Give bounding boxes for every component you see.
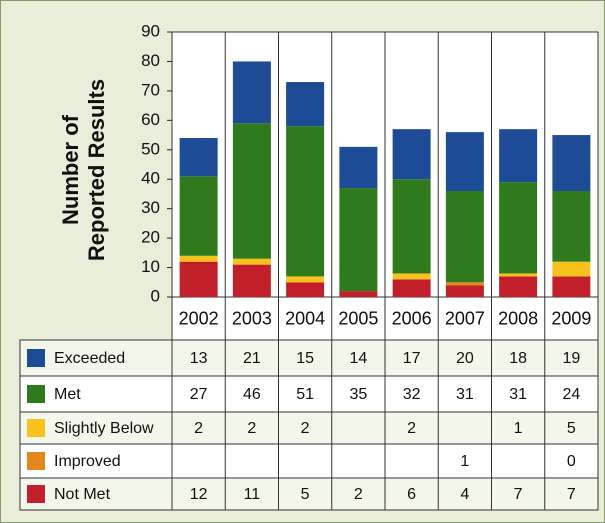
table-value: 1 [460, 453, 469, 470]
table-value: 46 [243, 386, 261, 403]
bar-segment [179, 255, 218, 262]
table-value: 15 [296, 350, 314, 367]
table-value: 0 [567, 453, 576, 470]
legend-swatch [27, 419, 45, 437]
bar-segment [445, 191, 484, 283]
bar-segment [392, 129, 431, 180]
table-row [19, 477, 599, 511]
legend-label: Slightly Below [54, 420, 154, 437]
table-row [19, 411, 599, 445]
table-value: 24 [562, 386, 580, 403]
bar-segment [445, 132, 484, 191]
bar-segment [499, 182, 538, 274]
table-value: 5 [301, 486, 310, 503]
bar-segment [232, 258, 271, 265]
bar-segment [499, 129, 538, 183]
bar-segment [339, 291, 378, 297]
table-row [19, 339, 599, 377]
bar-segment [286, 276, 325, 283]
x-tick-label: 2008 [498, 308, 538, 328]
y-tick-label: 0 [151, 286, 160, 305]
table-value: 20 [456, 350, 474, 367]
table-value: 51 [296, 386, 314, 403]
x-tick-label: 2005 [338, 308, 378, 328]
table-value: 1 [514, 420, 523, 437]
bar-segment [445, 285, 484, 297]
bar-segment [232, 61, 271, 124]
y-tick-label: 60 [141, 110, 160, 129]
table-value: 5 [567, 420, 576, 437]
bar-segment [445, 282, 484, 286]
table-value: 7 [514, 486, 523, 503]
bar-segment [179, 261, 218, 297]
bar-segment [392, 279, 431, 297]
table-value: 21 [243, 350, 261, 367]
table-value: 14 [349, 350, 367, 367]
table-value: 19 [562, 350, 580, 367]
legend-label: Improved [54, 453, 121, 470]
y-tick-label: 20 [141, 228, 160, 247]
bar-segment [499, 273, 538, 277]
table-value: 2 [354, 486, 363, 503]
table-value: 12 [190, 486, 208, 503]
bar-segment [232, 123, 271, 259]
table-value: 31 [509, 386, 527, 403]
table-value: 6 [407, 486, 416, 503]
legend-swatch [27, 485, 45, 503]
table-value: 4 [460, 486, 469, 503]
bar-segment [179, 138, 218, 177]
table-value: 2 [247, 420, 256, 437]
y-tick-label: 10 [141, 257, 160, 276]
y-tick-label: 50 [141, 139, 160, 158]
legend-swatch [27, 349, 45, 367]
bar-segment [499, 276, 538, 297]
legend-swatch [27, 385, 45, 403]
bar-segment [339, 188, 378, 292]
legend-label: Not Met [54, 486, 111, 503]
x-tick-label: 2006 [392, 308, 432, 328]
table-value: 2 [301, 420, 310, 437]
legend-label: Exceeded [54, 350, 125, 367]
y-axis-label: Reported Results [84, 79, 109, 261]
table-value: 31 [456, 386, 474, 403]
x-tick-label: 2009 [551, 308, 591, 328]
y-tick-label: 90 [141, 21, 160, 40]
table-value: 7 [567, 486, 576, 503]
y-axis-label: Number of [58, 114, 83, 225]
y-tick-label: 70 [141, 80, 160, 99]
bar-segment [552, 276, 591, 297]
table-value: 2 [407, 420, 416, 437]
x-tick-label: 2007 [445, 308, 485, 328]
bar-segment [339, 146, 378, 189]
table-value: 27 [190, 386, 208, 403]
bar-segment [179, 176, 218, 256]
table-value: 35 [349, 386, 367, 403]
table-value: 32 [403, 386, 421, 403]
y-tick-label: 80 [141, 51, 160, 70]
table-value: 18 [509, 350, 527, 367]
bar-segment [286, 82, 325, 127]
table-value: 11 [244, 486, 261, 503]
bar-segment [552, 135, 591, 191]
bar-segment [392, 273, 431, 280]
legend-swatch [27, 452, 45, 470]
table-value: 17 [403, 350, 421, 367]
table-value: 13 [190, 350, 208, 367]
legend-label: Met [54, 386, 81, 403]
y-tick-label: 30 [141, 198, 160, 217]
x-tick-label: 2003 [232, 308, 272, 328]
bar-segment [286, 126, 325, 277]
bar-segment [232, 264, 271, 297]
bar-segment [392, 179, 431, 274]
table-value: 2 [194, 420, 203, 437]
bar-segment [552, 191, 591, 262]
bar-segment [286, 282, 325, 297]
y-tick-label: 40 [141, 169, 160, 188]
x-tick-label: 2002 [179, 308, 219, 328]
x-tick-label: 2004 [285, 308, 325, 328]
bar-segment [552, 261, 591, 277]
